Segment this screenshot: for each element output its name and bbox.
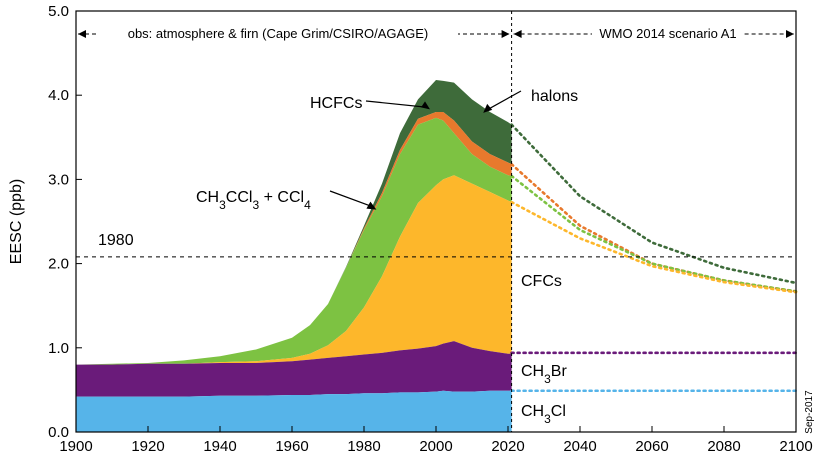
label-ch3ccl3-ccl4: CH3CCl3 + CCl4	[196, 189, 311, 212]
arrowhead-hcfcs	[421, 101, 430, 110]
axes: 1900 1920 1940 1960 1980 2000 2020 2040 2060 2080…	[8, 3, 813, 455]
area-halons	[76, 80, 512, 365]
y-axis-label: EESC (ppb)	[8, 179, 25, 264]
scenario-line-halons	[510, 123, 798, 285]
y-tick-label: 1.0	[48, 340, 69, 357]
scenario-line-cfcs	[510, 200, 798, 294]
y-tick-label: 4.0	[48, 87, 69, 104]
y-tick-label: 2.0	[48, 256, 69, 273]
x-tick-label: 2080	[707, 438, 740, 455]
obs-right-arrowhead	[501, 30, 510, 38]
date-stamp: Sep-2017	[804, 390, 815, 434]
scenario-label-bg	[592, 24, 744, 42]
scenario-lines	[510, 123, 798, 393]
area-hcfcs	[76, 112, 512, 365]
x-tick-label: 2100	[779, 438, 812, 455]
arrowhead-halons	[483, 103, 493, 113]
obs-label-bg	[98, 24, 458, 42]
y-tick-label: 5.0	[48, 3, 69, 20]
x-tick-label: 1900	[59, 438, 92, 455]
x-tick-label: 1980	[347, 438, 380, 455]
annotations: 1980 obs: atmosphere & firn (Cape Grim/CS…	[76, 11, 815, 434]
obs-left-arrowhead	[78, 30, 86, 38]
y-tick-label: 3.0	[48, 171, 69, 188]
label-ch3cl: CH3Cl	[521, 403, 566, 426]
x-tick-label: 1920	[131, 438, 164, 455]
area-ch-br	[76, 341, 512, 397]
scenario-right-arrowhead	[786, 30, 794, 38]
scenario-line-ch-ccl-ccl	[510, 174, 798, 293]
arrow-ch3ccl3-ccl4	[329, 190, 373, 208]
x-tick-label: 2060	[635, 438, 668, 455]
arrowhead-ch3ccl3-ccl4	[366, 201, 377, 210]
label-hcfcs: HCFCs	[310, 95, 362, 112]
area-cfcs	[76, 175, 512, 365]
arrow-halons	[486, 90, 522, 111]
reference-label-1980: 1980	[98, 232, 134, 249]
obs-period-label: obs: atmosphere & firn (Cape Grim/CSIRO/…	[128, 26, 429, 41]
scenario-period-label: WMO 2014 scenario A1	[599, 26, 736, 41]
label-halons: halons	[531, 88, 578, 105]
x-tick-label: 1960	[275, 438, 308, 455]
y-tick-label: 0.0	[48, 424, 69, 441]
label-cfcs: CFCs	[521, 273, 562, 290]
label-ch3br: CH3Br	[521, 363, 567, 386]
arrow-hcfcs	[365, 100, 429, 109]
x-tick-label: 2000	[419, 438, 452, 455]
area-ch-cl	[76, 390, 512, 432]
x-tick-label: 2020	[491, 438, 524, 455]
area-ch-ccl-ccl	[76, 117, 512, 365]
stacked-areas	[76, 80, 512, 432]
x-tick-label: 2040	[563, 438, 596, 455]
scenario-left-arrowhead	[513, 30, 522, 38]
x-tick-label: 1940	[203, 438, 236, 455]
